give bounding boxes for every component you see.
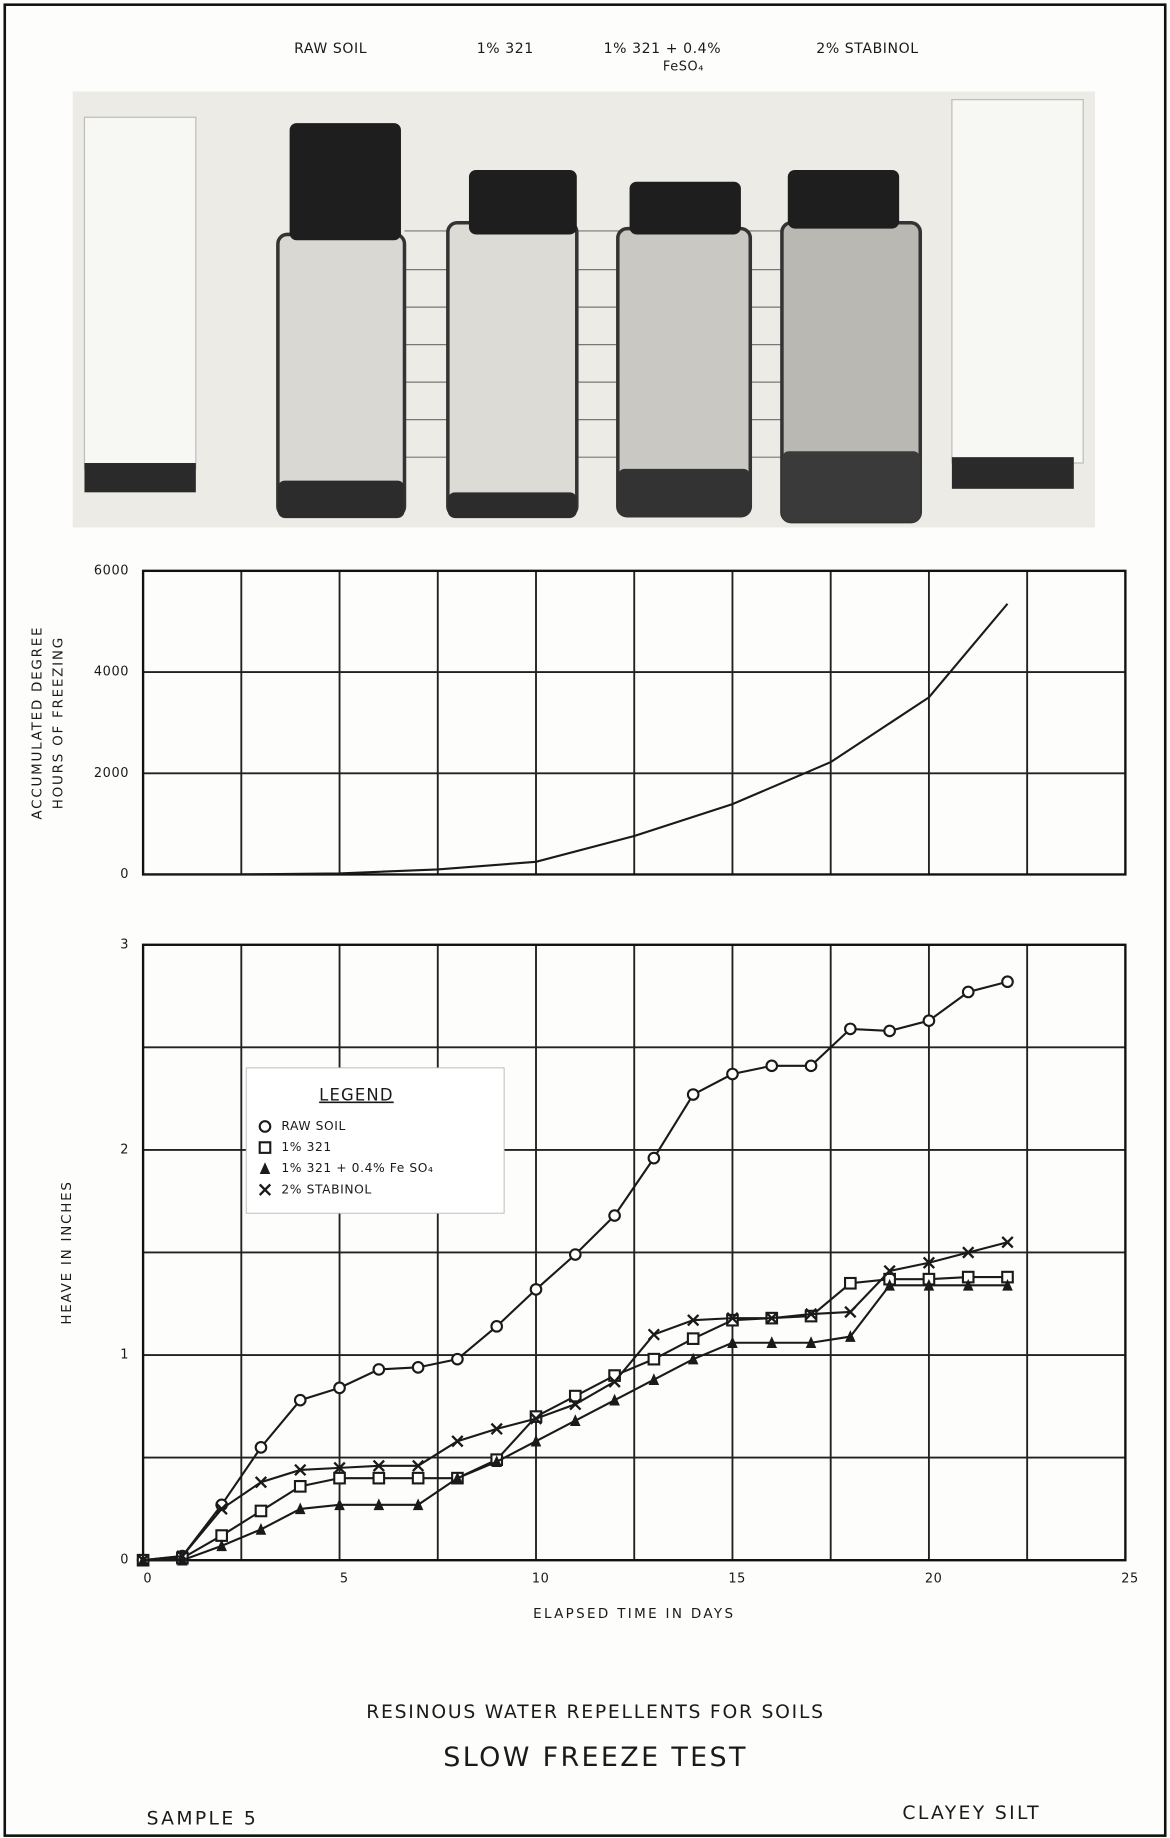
page: RAW SOIL 1% 321 1% 321 + 0.4% FeSO₄ 2% S… [0, 0, 1170, 1838]
photo-panel-base [84, 463, 195, 492]
legend-marker [260, 1142, 271, 1153]
x-axis-label: ELAPSED TIME IN DAYS [533, 1606, 735, 1622]
sample-label: SAMPLE 5 [147, 1809, 259, 1830]
specimen [782, 170, 920, 522]
y-tick-label: 2000 [94, 766, 129, 781]
specimen [448, 170, 577, 518]
x-tick-label: 25 [1121, 1571, 1139, 1586]
marker [1002, 976, 1013, 987]
y-axis-label: HOURS OF FREEZING [51, 636, 67, 809]
marker [295, 1481, 306, 1492]
marker [963, 987, 974, 998]
marker [649, 1153, 660, 1164]
legend-label: 2% STABINOL [281, 1182, 371, 1196]
y-tick-label: 0 [120, 1553, 129, 1568]
legend-marker [260, 1121, 271, 1132]
marker [491, 1321, 502, 1332]
y-tick-label: 6000 [94, 563, 129, 578]
marker [413, 1473, 424, 1484]
photo-label: 1% 321 [477, 41, 534, 57]
marker [413, 1362, 424, 1373]
photo-panel [84, 117, 195, 469]
y-tick-label: 4000 [94, 665, 129, 680]
specimen [618, 182, 750, 516]
y-axis-label: ACCUMULATED DEGREE [30, 626, 46, 820]
marker [884, 1026, 895, 1037]
marker [649, 1354, 660, 1365]
y-tick-label: 0 [120, 867, 129, 882]
x-tick-label: 5 [340, 1571, 349, 1586]
marker [766, 1061, 777, 1072]
x-tick-label: 20 [925, 1571, 943, 1586]
marker [688, 1089, 699, 1100]
marker [727, 1069, 738, 1080]
marker [609, 1210, 620, 1221]
marker [845, 1024, 856, 1035]
marker [374, 1473, 385, 1484]
marker [688, 1333, 699, 1344]
photo-label: RAW SOIL [294, 41, 367, 57]
photo-panel [952, 100, 1083, 463]
marker [295, 1395, 306, 1406]
x-tick-label: 10 [532, 1571, 550, 1586]
x-tick-label: 0 [143, 1571, 152, 1586]
y-tick-label: 1 [120, 1348, 129, 1363]
marker [334, 1473, 345, 1484]
y-tick-label: 3 [120, 937, 129, 952]
marker [374, 1364, 385, 1375]
photo-panel-base [952, 457, 1074, 489]
specimen [278, 123, 405, 518]
photo-label: 1% 321 + 0.4% [604, 41, 722, 57]
marker [924, 1015, 935, 1026]
x-tick-label: 15 [728, 1571, 746, 1586]
marker [216, 1530, 227, 1541]
legend-label: 1% 321 [281, 1140, 331, 1154]
marker [845, 1278, 856, 1289]
legend-title: LEGEND [319, 1086, 394, 1105]
y-tick-label: 2 [120, 1142, 129, 1157]
marker [806, 1061, 817, 1072]
marker [256, 1506, 267, 1517]
title: SLOW FREEZE TEST [443, 1742, 748, 1773]
marker [334, 1383, 345, 1394]
marker [452, 1354, 463, 1365]
marker [256, 1442, 267, 1453]
photo: RAW SOIL 1% 321 1% 321 + 0.4% FeSO₄ 2% S… [73, 41, 1095, 527]
marker [570, 1249, 581, 1260]
legend-label: RAW SOIL [281, 1119, 346, 1133]
marker [531, 1284, 542, 1295]
legend-label: 1% 321 + 0.4% Fe SO₄ [281, 1161, 433, 1175]
photo-background [73, 91, 1095, 527]
photo-label: FeSO₄ [663, 59, 704, 74]
soil-label: CLAYEY SILT [902, 1803, 1041, 1824]
y-axis-label: HEAVE IN INCHES [59, 1180, 75, 1324]
photo-label: 2% STABINOL [816, 41, 918, 57]
caption: RESINOUS WATER REPELLENTS FOR SOILS [366, 1702, 825, 1723]
